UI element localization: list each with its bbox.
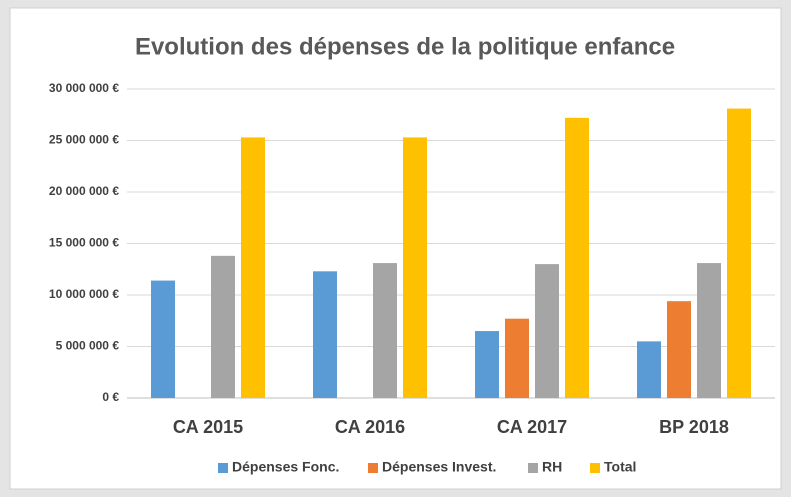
y-tick-label: 10 000 000 € [49,287,119,301]
chart-area [9,7,782,490]
y-tick-label: 15 000 000 € [49,236,119,250]
x-tick-label: CA 2017 [497,417,567,437]
y-tick-label: 25 000 000 € [49,133,119,147]
bar [313,271,337,398]
chart-title: Evolution des dépenses de la politique e… [135,33,675,60]
y-tick-label: 0 € [102,390,119,404]
bar [211,255,235,398]
bar [565,117,589,398]
y-tick-label: 5 000 000 € [56,339,120,353]
legend-swatch [218,463,228,473]
legend-label: Dépenses Invest. [382,459,496,475]
bar [403,137,427,398]
bar [475,331,499,398]
y-tick-label: 20 000 000 € [49,184,119,198]
bar [697,263,721,398]
bar [373,263,397,398]
bar [151,280,175,398]
bar [667,301,691,398]
x-tick-label: BP 2018 [659,417,729,437]
legend-swatch [368,463,378,473]
legend-label: Total [604,459,636,475]
legend-label: RH [542,459,562,475]
bar [637,341,661,398]
x-tick-label: CA 2016 [335,417,405,437]
bar [505,318,529,398]
legend-swatch [590,463,600,473]
y-tick-label: 30 000 000 € [49,81,119,95]
legend-label: Dépenses Fonc. [232,459,339,475]
legend-swatch [528,463,538,473]
bar [535,264,559,398]
bar [727,108,751,398]
x-tick-label: CA 2015 [173,417,243,437]
bar [241,137,265,398]
